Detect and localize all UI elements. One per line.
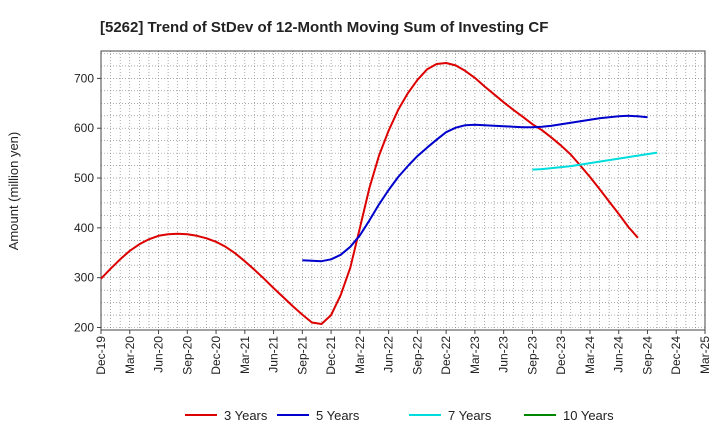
y-axis-label: Amount (million yen)	[6, 132, 21, 251]
y-tick-label: 700	[74, 71, 94, 85]
plot-frame	[100, 50, 706, 331]
y-tick-label: 200	[74, 321, 94, 335]
legend-label: 7 Years	[448, 408, 492, 423]
legend-label: 3 Years	[224, 408, 268, 423]
series-line-7-years	[532, 151, 658, 171]
x-tick-label: Sep-24	[640, 336, 654, 375]
x-tick-label: Jun-23	[497, 336, 511, 373]
legend-item-5-years: 5 Years	[277, 408, 360, 423]
y-tick-label: 300	[74, 271, 94, 285]
legend-label: 5 Years	[316, 408, 360, 423]
x-tick-label: Mar-23	[468, 336, 482, 374]
x-tick-label: Jun-20	[152, 336, 166, 373]
legend-item-3-years: 3 Years	[185, 408, 268, 423]
x-tick-label: Jun-24	[612, 336, 626, 373]
legend-item-10-years: 10 Years	[524, 408, 614, 423]
x-tick-label: Mar-24	[583, 336, 597, 374]
series-line-3-years	[100, 62, 639, 325]
legend-item-7-years: 7 Years	[409, 408, 492, 423]
y-tick-label: 400	[74, 221, 94, 235]
x-tick-label: Sep-20	[180, 336, 194, 375]
x-tick-label: Sep-22	[410, 336, 424, 375]
x-tick-label: Mar-22	[353, 336, 367, 374]
x-tick-label: Sep-21	[295, 336, 309, 375]
legend-label: 10 Years	[563, 408, 614, 423]
x-tick-label: Jun-21	[267, 336, 281, 373]
x-tick-label: Sep-23	[525, 336, 539, 375]
plot-area: 200 300 400 500 600 700 Dec-19 Mar-20 Jun-20 Sep-…	[74, 50, 712, 375]
x-tick-label: Mar-20	[123, 336, 137, 374]
x-tick-label: Dec-24	[669, 336, 683, 375]
x-tick-label: Dec-21	[324, 336, 338, 375]
y-tick-label: 600	[74, 121, 94, 135]
series-line-5-years	[302, 114, 648, 263]
x-tick-label: Dec-19	[94, 336, 108, 375]
x-tick-label: Mar-25	[698, 336, 712, 374]
x-tick-label: Mar-21	[238, 336, 252, 374]
legend: 3 Years 5 Years 7 Years 10 Years	[185, 408, 614, 423]
x-tick-label: Dec-22	[439, 336, 453, 375]
chart-title: [5262] Trend of StDev of 12-Month Moving…	[100, 19, 548, 36]
x-tick-label: Dec-23	[554, 336, 568, 375]
y-tick-label: 500	[74, 171, 94, 185]
x-tick-label: Dec-20	[209, 336, 223, 375]
plot-background	[101, 51, 705, 330]
x-tick-label: Jun-22	[382, 336, 396, 373]
